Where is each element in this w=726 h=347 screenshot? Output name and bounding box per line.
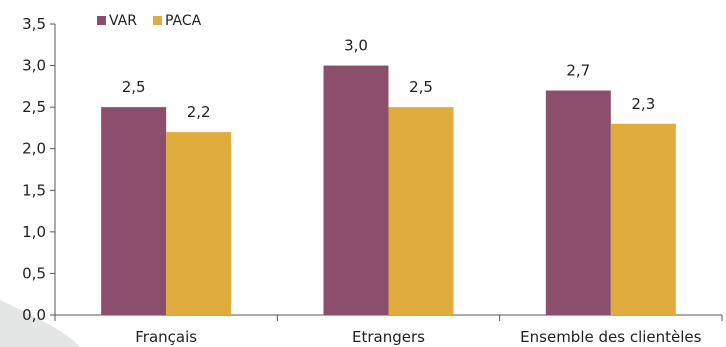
bar-var — [101, 107, 167, 316]
y-tick-label: 0,5 — [22, 264, 46, 282]
y-tick-label: 3,0 — [22, 57, 46, 75]
data-label: 2,3 — [631, 95, 655, 113]
category-label: Français — [135, 328, 197, 346]
y-tick-label: 0,0 — [22, 306, 46, 324]
y-axis: 0,0 0,5 1,0 1,5 2,0 2,5 3,0 3,5 — [22, 15, 56, 324]
y-tick-label: 1,0 — [22, 223, 46, 241]
y-tick-label: 2,0 — [22, 140, 46, 158]
y-tick-label: 1,5 — [22, 181, 46, 199]
bar-paca — [388, 107, 454, 316]
legend-swatch — [97, 16, 106, 25]
data-label: 2,5 — [409, 78, 433, 96]
data-label: 2,7 — [566, 62, 590, 80]
legend-swatch — [153, 16, 162, 25]
bar-paca — [166, 132, 232, 315]
y-tick-label: 2,5 — [22, 98, 46, 116]
data-label: 2,5 — [122, 78, 146, 96]
bar-paca — [610, 123, 676, 316]
bar-var — [323, 65, 389, 315]
category-label: Etrangers — [352, 328, 425, 346]
data-labels: 2,5 2,2 3,0 2,5 2,7 2,3 — [122, 37, 656, 122]
corner-decoration — [0, 300, 80, 347]
legend-label: VAR — [109, 13, 137, 29]
legend-label: PACA — [165, 13, 202, 29]
y-tick-label: 3,5 — [22, 15, 46, 33]
category-label: Ensemble des clientèles — [520, 328, 701, 346]
data-label: 3,0 — [344, 37, 368, 55]
bars — [101, 65, 676, 316]
data-label: 2,2 — [187, 103, 211, 121]
bar-var — [545, 90, 611, 315]
legend: VAR PACA — [97, 13, 202, 29]
